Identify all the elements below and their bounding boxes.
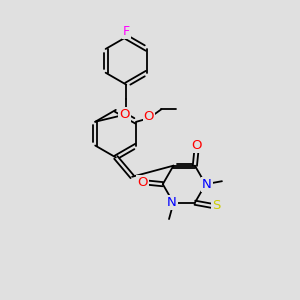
Text: S: S [212,199,221,212]
Text: O: O [137,176,148,189]
Text: O: O [119,108,130,121]
Text: F: F [123,25,130,38]
Text: O: O [144,110,154,123]
Text: N: N [202,178,212,191]
Text: N: N [167,196,177,209]
Text: O: O [191,139,202,152]
